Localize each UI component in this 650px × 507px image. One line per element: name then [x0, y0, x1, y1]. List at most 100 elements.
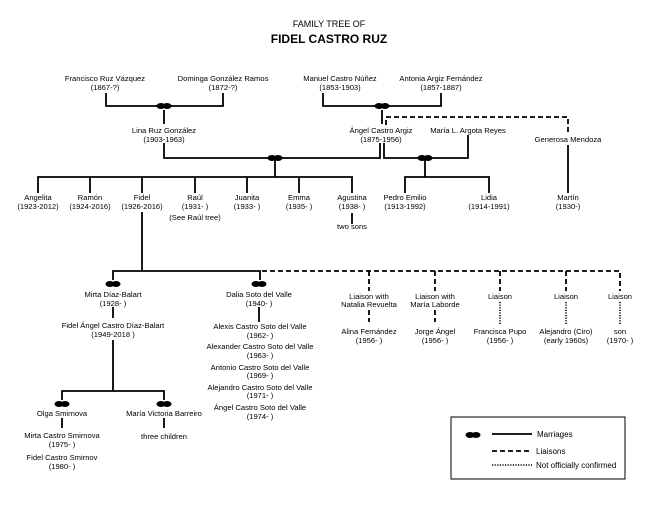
child-dates: (1963- ) — [247, 351, 274, 360]
sibling-dates: (1938- ) — [339, 202, 366, 211]
person-dates: (1872-?) — [209, 83, 238, 92]
olga-name: Olga Smirnova — [37, 409, 88, 418]
spouse-dalia-name: Dalia Soto del Valle — [226, 290, 292, 299]
child-name: Antonio Castro Soto del Valle — [211, 363, 310, 372]
liaison-child-name: Francisca Pupo — [474, 327, 527, 336]
grandparent-francisco: Francisco Ruz Vázquez (1867-?) — [65, 74, 145, 92]
raul-tree-link: (See Raúl tree) — [169, 213, 221, 222]
grandchild-name: Mirta Castro Smirnova — [24, 431, 100, 440]
person-name: Dominga González Ramos — [178, 74, 269, 83]
liaison-child-dates: (1956- ) — [487, 336, 514, 345]
grandchild-dates: (1975- ) — [49, 440, 76, 449]
child-name: Alexander Castro Soto del Valle — [206, 342, 313, 351]
spouse-mirta-dates: (1928- ) — [100, 299, 127, 308]
liaison-label: Liaison with — [415, 292, 455, 301]
fidelito-name: Fidel Ángel Castro Díaz-Balart — [62, 321, 165, 330]
sibling-dates: (1923-2012) — [17, 202, 59, 211]
sibling-name: Juanita — [235, 193, 260, 202]
sibling-name: Emma — [288, 193, 311, 202]
spouse-mirta-name: Mirta Díaz-Balart — [85, 290, 143, 299]
generosa-name: Generosa Mendoza — [535, 135, 602, 144]
child-name: Alexis Castro Soto del Valle — [213, 322, 306, 331]
sibling-dates: (1931- ) — [182, 202, 209, 211]
sibling-note: two sons — [337, 222, 367, 231]
marriage-ring-icon — [156, 401, 172, 407]
child-dates: (1971- ) — [247, 391, 274, 400]
child-dates: (1969- ) — [247, 371, 274, 380]
marriage-rings — [54, 103, 433, 407]
person-name: Antonia Argiz Fernández — [399, 74, 482, 83]
grandchild-dates: (1980- ) — [49, 462, 76, 471]
marriage-ring-icon — [251, 281, 267, 287]
maria-argota-name: María L. Argota Reyes — [430, 126, 506, 135]
person-name: Manuel Castro Núñez — [303, 74, 377, 83]
spouse-dalia-dates: (1940- ) — [246, 299, 273, 308]
half-sibling-name: Lidia — [481, 193, 498, 202]
grandparent-dominga: Dominga González Ramos (1872-?) — [178, 74, 269, 92]
person-dates: (1857-1887) — [420, 83, 462, 92]
sibling-dates: (1924-2016) — [69, 202, 111, 211]
marriage-ring-icon — [417, 155, 433, 161]
marriage-ring-icon — [105, 281, 121, 287]
grandparent-antonia: Antonia Argiz Fernández (1857-1887) — [399, 74, 482, 92]
three-children-note: three children — [141, 432, 187, 441]
person-dates: (1853-1903) — [319, 83, 361, 92]
liaison-label: Liaison — [488, 292, 512, 301]
sibling-name: Agustina — [337, 193, 367, 202]
liaison-child-dates: (1970- ) — [607, 336, 634, 345]
marriage-ring-icon — [54, 401, 70, 407]
sibling-dates: (1933- ) — [234, 202, 261, 211]
parent-lina-dates: (1903-1963) — [143, 135, 185, 144]
person-dates: (1867-?) — [91, 83, 120, 92]
sibling-dates: (1926-2016) — [121, 202, 163, 211]
liaison-label: Liaison with — [349, 292, 389, 301]
legend-marriages: Marriages — [537, 430, 573, 439]
marriage-ring-icon — [465, 432, 481, 438]
sibling-dates: (1935- ) — [286, 202, 313, 211]
liaison-label: Natalia Revuelta — [341, 300, 397, 309]
legend-unconfirmed: Not officially confirmed — [536, 461, 616, 470]
marriage-ring-icon — [374, 103, 390, 109]
half-sibling-name: Pedro Emilio — [383, 193, 426, 202]
marriage-ring-icon — [156, 103, 172, 109]
child-dates: (1974- ) — [247, 412, 274, 421]
liaison-child-dates: (early 1960s) — [544, 336, 589, 345]
liaison-label: Liaison — [608, 292, 632, 301]
liaison-label: Liaison — [554, 292, 578, 301]
liaison-child-name: Alejandro (Ciro) — [539, 327, 593, 336]
liaison-child-name: Alina Fernández — [341, 327, 397, 336]
sibling-name: Raúl — [187, 193, 203, 202]
legend-box — [450, 416, 626, 480]
grandchild-name: Fidel Castro Smirnov — [27, 453, 98, 462]
child-name: Ángel Castro Soto del Valle — [214, 403, 306, 412]
half-sibling-dates: (1914-1991) — [468, 202, 510, 211]
liaison-child-dates: (1956- ) — [356, 336, 383, 345]
liaisons: Liaison with Natalia Revuelta Alina Fern… — [341, 292, 634, 345]
liaison-child-name: son — [614, 327, 626, 336]
liaison-label: María Laborde — [410, 300, 459, 309]
fidelito-dates: (1949-2018 ) — [91, 330, 135, 339]
grandparent-manuel: Manuel Castro Núñez (1853-1903) — [303, 74, 377, 92]
sibling-name: Angelita — [24, 193, 52, 202]
half-sibling-dates: (1930-) — [556, 202, 581, 211]
child-name: Alejandro Castro Soto del Valle — [208, 383, 313, 392]
parent-angel-name: Ángel Castro Argiz — [350, 126, 413, 135]
half-sibling-name: Martín — [557, 193, 579, 202]
liaison-child-dates: (1956- ) — [422, 336, 449, 345]
sibling-name: Fidel — [134, 193, 151, 202]
siblings: Angelita (1923-2012) Ramón (1924-2016) F… — [17, 193, 580, 231]
maria-victoria-name: María Victoria Barreiro — [126, 409, 202, 418]
liaison-child-name: Jorge Ángel — [415, 327, 456, 336]
title-line2: FIDEL CASTRO RUZ — [271, 32, 387, 46]
child-dates: (1962- ) — [247, 331, 274, 340]
legend-liaisons: Liaisons — [536, 447, 565, 456]
parent-angel-dates: (1875-1956) — [360, 135, 402, 144]
dalia-children: Alexis Castro Soto del Valle (1962- ) Al… — [206, 322, 313, 421]
person-name: Francisco Ruz Vázquez — [65, 74, 145, 83]
legend: Marriages Liaisons Not officially confir… — [450, 416, 626, 480]
half-sibling-dates: (1913-1992) — [384, 202, 426, 211]
connector-lines — [37, 93, 621, 428]
parent-lina-name: Lina Ruz González — [132, 126, 196, 135]
